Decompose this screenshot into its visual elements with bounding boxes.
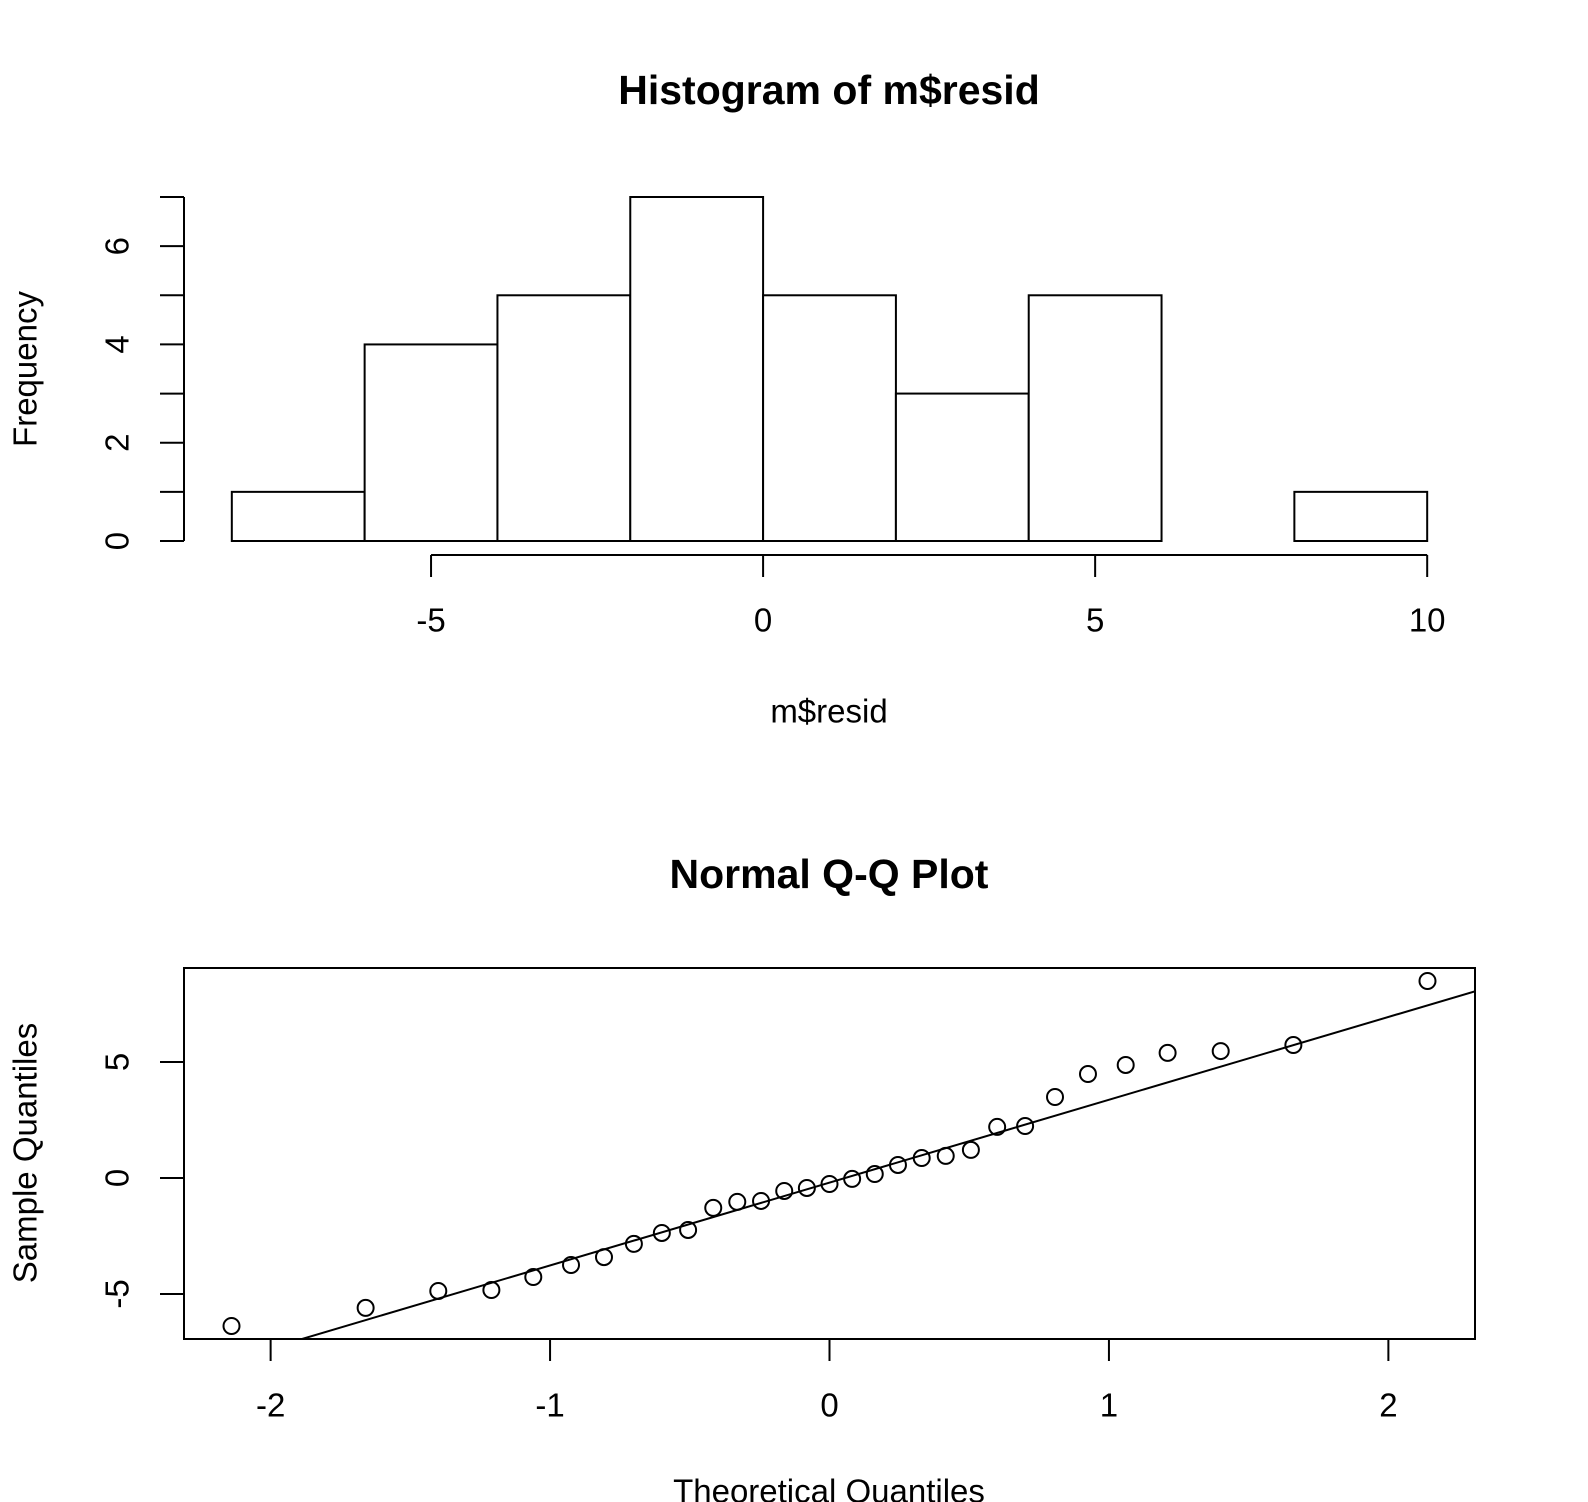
y-tick-label: 6 <box>99 237 136 255</box>
point <box>1016 1117 1035 1136</box>
point <box>679 1220 698 1239</box>
point <box>356 1298 375 1317</box>
x-tick-label: -5 <box>416 602 445 639</box>
point <box>936 1146 955 1165</box>
bar <box>1027 294 1163 542</box>
x-axis-label: Theoretical Quantiles <box>673 1473 985 1502</box>
x-tick-label: 1 <box>1100 1387 1118 1424</box>
x-tick-label: 5 <box>1086 602 1104 639</box>
chart-title: Normal Q-Q Plot <box>670 851 989 897</box>
point <box>961 1140 980 1159</box>
point <box>624 1234 643 1253</box>
point <box>775 1181 794 1200</box>
bar <box>1293 490 1429 543</box>
x-tick-label: 0 <box>820 1387 838 1424</box>
point <box>1116 1055 1135 1074</box>
point <box>912 1149 931 1168</box>
x-tick-label: -2 <box>256 1387 285 1424</box>
bar <box>894 392 1030 543</box>
point <box>820 1175 839 1194</box>
point <box>865 1165 884 1184</box>
point <box>728 1192 747 1211</box>
point <box>594 1248 613 1267</box>
point <box>888 1155 907 1174</box>
x-tick-label: -1 <box>535 1387 564 1424</box>
point <box>797 1178 816 1197</box>
point <box>562 1255 581 1274</box>
point <box>1078 1065 1097 1084</box>
y-tick-label: 5 <box>99 1053 136 1071</box>
bar <box>762 294 897 542</box>
point <box>704 1198 723 1217</box>
point <box>1284 1036 1303 1055</box>
point <box>222 1317 241 1336</box>
x-tick-label: 0 <box>754 602 772 639</box>
x-axis-label: m$resid <box>770 693 887 730</box>
y-tick-label: 2 <box>99 434 136 452</box>
y-tick-label: 0 <box>99 532 136 550</box>
point <box>482 1281 501 1300</box>
bar <box>629 196 765 542</box>
point <box>524 1268 543 1287</box>
y-tick-label: 4 <box>99 335 136 353</box>
point <box>1418 971 1437 990</box>
y-axis-label: Sample Quantiles <box>7 1023 44 1283</box>
y-tick-label: -5 <box>99 1279 136 1308</box>
point <box>1046 1088 1065 1107</box>
plot-box <box>183 967 1476 1340</box>
point <box>652 1223 671 1242</box>
point <box>1158 1043 1177 1062</box>
point <box>988 1117 1007 1136</box>
x-tick-label: 2 <box>1379 1387 1397 1424</box>
y-tick-label: 0 <box>99 1169 136 1187</box>
point <box>1211 1042 1230 1061</box>
point <box>843 1169 862 1188</box>
point <box>752 1191 771 1210</box>
reference-line <box>298 990 1475 1339</box>
point <box>429 1281 448 1300</box>
bar <box>230 490 366 543</box>
y-axis-label: Frequency <box>7 291 44 447</box>
bar <box>363 343 499 542</box>
chart-title: Histogram of m$resid <box>618 67 1040 113</box>
bar <box>496 294 632 542</box>
x-tick-label: 10 <box>1409 602 1446 639</box>
